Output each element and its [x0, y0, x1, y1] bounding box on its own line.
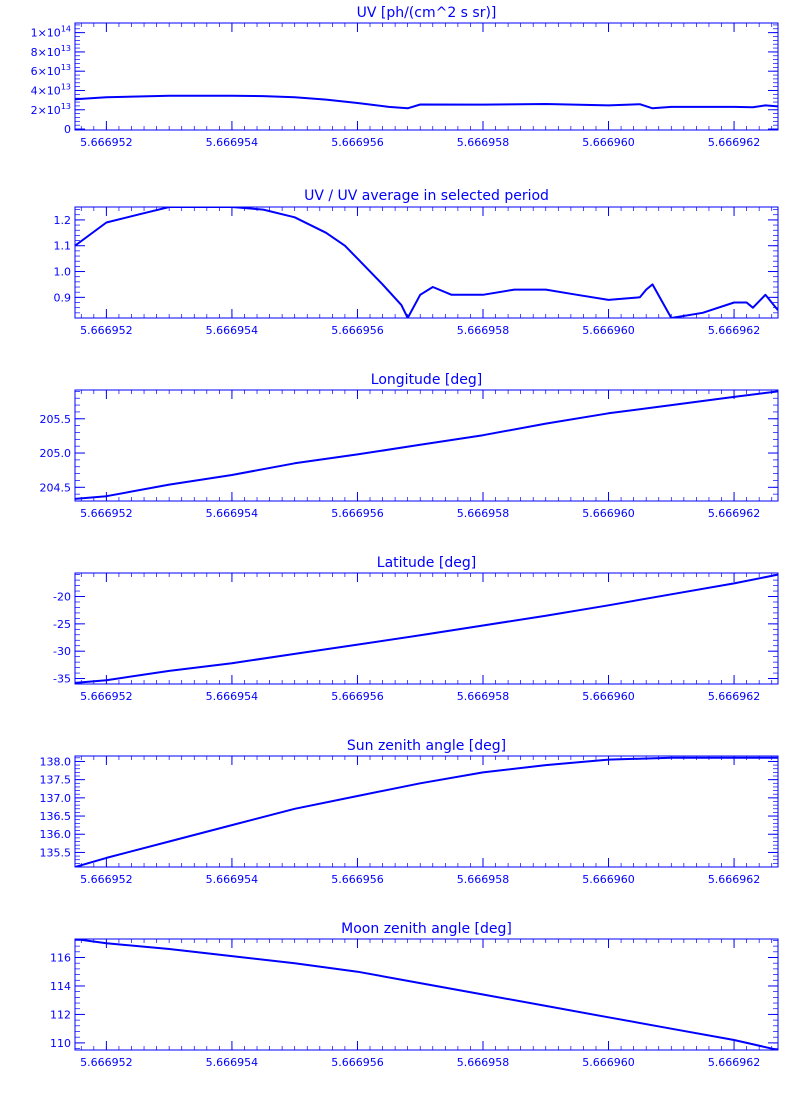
y-tick-label-exponent: 13	[61, 102, 71, 111]
y-tick-label: 114	[50, 980, 71, 993]
x-tick-label: 5.666956	[331, 1056, 384, 1069]
y-tick-label: -30	[53, 645, 71, 658]
y-tick-label: 2×1013	[31, 102, 71, 117]
y-tick-label: 1.0	[54, 266, 72, 279]
y-tick-label-base: 2×10	[31, 104, 61, 117]
y-tick-label: 135.5	[40, 846, 72, 859]
x-tick-label: 5.666960	[582, 136, 635, 149]
chart-panel-1: UV [ph/(cm^2 s sr)] 5.666952 5.666954 5.666…	[31, 5, 779, 149]
x-tick-label: 5.666954	[206, 507, 259, 520]
plot-frame	[74, 389, 779, 502]
series-line	[75, 390, 778, 500]
plot-frame	[74, 206, 779, 319]
y-tick-label: 1.1	[54, 240, 72, 253]
series-line	[75, 207, 778, 318]
series-line	[75, 756, 778, 867]
y-tick-label: -35	[53, 673, 71, 686]
y-tick-label-base: 1×10	[31, 27, 61, 40]
x-tick-label: 5.666960	[582, 1056, 635, 1069]
x-tick-label: 5.666956	[331, 690, 384, 703]
chart-panel-2: UV / UV average in selected period 5.6669…	[54, 188, 779, 337]
plot-frame	[74, 22, 779, 131]
x-tick-label: 5.666962	[708, 507, 761, 520]
y-tick-label-exponent: 14	[61, 25, 71, 34]
plot-frame	[74, 938, 779, 1051]
x-tick-label: 5.666952	[80, 136, 133, 149]
chart-panel-4: Latitude [deg] 5.666952 5.666954 5.666956 5.…	[53, 555, 779, 703]
y-tick-label: 4×1013	[31, 82, 71, 97]
y-tick-label: 205.5	[40, 413, 72, 426]
y-tick-label-base: 8×10	[31, 46, 61, 59]
y-tick-label: 136.0	[40, 828, 72, 841]
x-tick-label: 5.666954	[206, 136, 259, 149]
x-tick-label: 5.666954	[206, 1056, 259, 1069]
y-tick-label-base: 4×10	[31, 84, 61, 97]
x-tick-label: 5.666960	[582, 690, 635, 703]
x-tick-label: 5.666962	[708, 136, 761, 149]
x-tick-label: 5.666960	[582, 507, 635, 520]
x-tick-label: 5.666960	[582, 324, 635, 337]
x-tick-label: 5.666960	[582, 873, 635, 886]
series-line	[75, 939, 778, 1050]
chart-panel-3: Longitude [deg] 5.666952 5.666954 5.666956 5…	[40, 372, 779, 520]
x-tick-label: 5.666962	[708, 873, 761, 886]
y-tick-label-exponent: 13	[61, 63, 71, 72]
y-tick-label: 205.0	[40, 447, 72, 460]
y-tick-label: 1.2	[54, 214, 72, 227]
x-tick-label: 5.666958	[457, 324, 510, 337]
chart-title: Moon zenith angle [deg]	[341, 921, 512, 937]
x-tick-label: 5.666952	[80, 690, 133, 703]
x-tick-label: 5.666962	[708, 324, 761, 337]
y-tick-label-base: 0	[64, 123, 71, 136]
y-tick-label: 110	[50, 1037, 71, 1050]
y-tick-label-exponent: 13	[61, 82, 71, 91]
chart-panel-5: Sun zenith angle [deg] 5.666952 5.666954 5.…	[40, 738, 779, 886]
chart-title: Longitude [deg]	[371, 372, 482, 388]
plot-frame	[74, 755, 779, 868]
y-tick-label-base: 6×10	[31, 65, 61, 78]
x-tick-label: 5.666954	[206, 690, 259, 703]
y-tick-label: 136.5	[40, 810, 72, 823]
plot-frame	[74, 572, 779, 685]
y-tick-label: 0.9	[54, 291, 72, 304]
y-tick-label: -20	[53, 591, 71, 604]
y-tick-label: 137.5	[40, 774, 72, 787]
y-tick-label: 0	[64, 123, 71, 136]
x-tick-label: 5.666958	[457, 1056, 510, 1069]
y-tick-label-exponent: 13	[61, 44, 71, 53]
x-tick-label: 5.666952	[80, 507, 133, 520]
x-tick-label: 5.666958	[457, 690, 510, 703]
y-tick-label: 137.0	[40, 792, 72, 805]
y-tick-label: -25	[53, 618, 71, 631]
chart-title: Sun zenith angle [deg]	[347, 738, 506, 754]
x-tick-label: 5.666952	[80, 873, 133, 886]
x-tick-label: 5.666954	[206, 324, 259, 337]
x-tick-label: 5.666954	[206, 873, 259, 886]
chart-title: UV / UV average in selected period	[304, 188, 549, 204]
y-tick-label: 112	[50, 1008, 71, 1021]
y-tick-label: 6×1013	[31, 63, 71, 78]
x-tick-label: 5.666962	[708, 1056, 761, 1069]
y-tick-label: 8×1013	[31, 44, 71, 59]
series-line	[75, 94, 778, 110]
x-tick-label: 5.666952	[80, 1056, 133, 1069]
x-tick-label: 5.666956	[331, 136, 384, 149]
x-tick-label: 5.666956	[331, 507, 384, 520]
y-tick-label: 1×1014	[31, 25, 71, 40]
x-tick-label: 5.666958	[457, 507, 510, 520]
y-tick-label: 116	[50, 952, 71, 965]
series-line	[75, 573, 778, 684]
x-tick-label: 5.666952	[80, 324, 133, 337]
y-tick-label: 204.5	[40, 481, 72, 494]
x-tick-label: 5.666958	[457, 136, 510, 149]
x-tick-label: 5.666956	[331, 324, 384, 337]
x-tick-label: 5.666956	[331, 873, 384, 886]
chart-title: UV [ph/(cm^2 s sr)]	[357, 5, 497, 21]
x-tick-label: 5.666958	[457, 873, 510, 886]
chart-title: Latitude [deg]	[377, 555, 476, 571]
y-tick-label: 138.0	[40, 755, 72, 768]
x-tick-label: 5.666962	[708, 690, 761, 703]
chart-panel-6: Moon zenith angle [deg] 5.666952 5.666954 5…	[50, 921, 779, 1069]
